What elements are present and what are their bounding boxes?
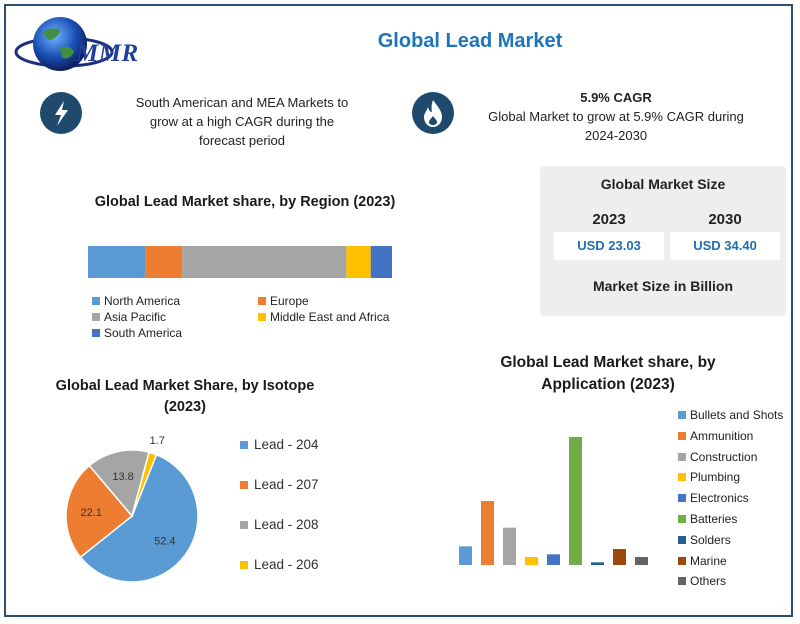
legend-label: Plumbing xyxy=(690,470,741,485)
legend-lead-204: Lead - 204 xyxy=(240,437,319,477)
value-2030: USD 34.40 xyxy=(670,232,780,260)
app-bar-bullets-and-shots xyxy=(459,546,472,565)
region-segment-europe xyxy=(145,246,183,278)
legend-label: Marine xyxy=(690,553,727,568)
pie-slice-lead-208 xyxy=(88,449,150,518)
legend-europe: Europe xyxy=(258,294,309,308)
legend-label: Electronics xyxy=(690,491,749,506)
pie-label-lead-207: 22.1 xyxy=(81,507,102,519)
info-right-line: 2024-2030 xyxy=(584,128,648,143)
legend-south-america: South America xyxy=(92,326,182,340)
pie-slice-lead-207 xyxy=(65,464,134,559)
mmr-logo xyxy=(14,12,174,76)
app-bar-electronics xyxy=(547,554,560,565)
legend-swatch xyxy=(678,577,686,586)
isotope-title-text: Global Lead Market Share, by Isotope (20… xyxy=(55,378,315,415)
info-left-line: grow at a high CAGR during the xyxy=(149,114,335,129)
app-bar-plumbing xyxy=(525,557,538,565)
pie-label-lead-206: 1.7 xyxy=(150,435,165,447)
legend-north-america: North America xyxy=(92,294,180,308)
app-bar-marine xyxy=(613,549,626,565)
app-bar-others xyxy=(635,557,648,565)
year-2023: 2023 xyxy=(592,211,626,228)
legend-marine: Marine xyxy=(678,554,783,575)
region-chart-title: Global Lead Market share, by Region (202… xyxy=(94,194,396,210)
pie-label-lead-204: 52.4 xyxy=(154,535,175,547)
flame-icon xyxy=(412,92,454,134)
info-right-text: 5.9% CAGR Global Market to grow at 5.9% … xyxy=(466,88,766,145)
legend-label: Construction xyxy=(690,449,758,464)
application-chart-title: Global Lead Market share, by Application… xyxy=(500,354,716,393)
legend-swatch xyxy=(678,556,686,565)
app-bar-construction xyxy=(503,527,516,565)
application-bar-chart xyxy=(459,437,648,565)
info-left-text: South American and MEA Markets to grow a… xyxy=(110,93,374,150)
isotope-legend: Lead - 204 Lead - 207 Lead - 208 Lead - … xyxy=(240,437,319,597)
page-title: Global Lead Market xyxy=(377,30,563,52)
pie-slice-lead-204 xyxy=(79,453,199,583)
legend-swatch xyxy=(678,473,686,482)
info-right-line: Global Market to grow at 5.9% CAGR durin… xyxy=(488,109,744,124)
lightning-icon xyxy=(40,92,82,134)
legend-swatch xyxy=(678,411,686,419)
cagr-headline: 5.9% CAGR xyxy=(580,90,652,105)
legend-label: Ammunition xyxy=(690,428,754,443)
app-bar-batteries xyxy=(569,437,582,565)
region-segment-asia-pacific xyxy=(182,246,347,278)
legend-label: Bullets and Shots xyxy=(690,408,784,422)
legend-swatch xyxy=(678,514,686,523)
legend-swatch xyxy=(678,494,686,503)
pie-slice-lead-206 xyxy=(131,451,158,517)
legend-label: Batteries xyxy=(690,511,738,526)
legend-ammunition: Ammunition xyxy=(678,429,783,450)
app-bar-ammunition xyxy=(481,501,494,565)
legend-mea: Middle East and Africa xyxy=(258,310,389,324)
logo-text: MMR xyxy=(76,40,139,67)
legend-batteries: Batteries xyxy=(678,512,783,533)
application-legend: Bullets and Shots Ammunition Construction P… xyxy=(678,408,783,595)
year-2030: 2030 xyxy=(708,211,742,228)
info-left-line: South American and MEA Markets to xyxy=(135,95,349,110)
value-2023: USD 23.03 xyxy=(554,232,664,260)
legend-solders: Solders xyxy=(678,533,783,554)
legend-bullets-and-shots: Bullets and Shots xyxy=(678,408,783,429)
region-stacked-bar xyxy=(88,246,392,278)
legend-swatch xyxy=(678,535,686,544)
legend-plumbing: Plumbing xyxy=(678,470,783,491)
legend-lead-207: Lead - 207 xyxy=(240,477,319,517)
legend-asia-pacific: Asia Pacific xyxy=(92,310,166,324)
info-left-line: forecast period xyxy=(199,133,285,148)
market-size-footer: Market Size in Billion xyxy=(592,278,734,294)
pie-label-lead-208: 13.8 xyxy=(112,471,133,483)
globe-icon xyxy=(14,17,114,71)
legend-construction: Construction xyxy=(678,450,783,471)
market-size-title: Global Market Size xyxy=(600,176,726,192)
legend-label: Solders xyxy=(690,532,731,547)
legend-others: Others xyxy=(678,574,783,595)
isotope-pie-chart: 52.4 22.1 13.8 1.7 xyxy=(65,435,199,583)
region-segment-north-america xyxy=(88,246,146,278)
legend-lead-206: Lead - 206 xyxy=(240,557,319,597)
legend-label: Others xyxy=(690,574,727,589)
region-segment-middle-east-and-africa xyxy=(346,246,371,278)
region-segment-south-america xyxy=(370,246,392,278)
legend-swatch xyxy=(678,431,686,440)
isotope-chart-title: Global Lead Market Share, by Isotope (20… xyxy=(50,376,320,418)
legend-swatch xyxy=(678,452,686,461)
legend-electronics: Electronics xyxy=(678,491,783,512)
legend-lead-208: Lead - 208 xyxy=(240,517,319,557)
market-size-box: Global Market Size 2023 2030 USD 23.03 U… xyxy=(540,166,786,316)
app-bar-solders xyxy=(591,562,604,565)
